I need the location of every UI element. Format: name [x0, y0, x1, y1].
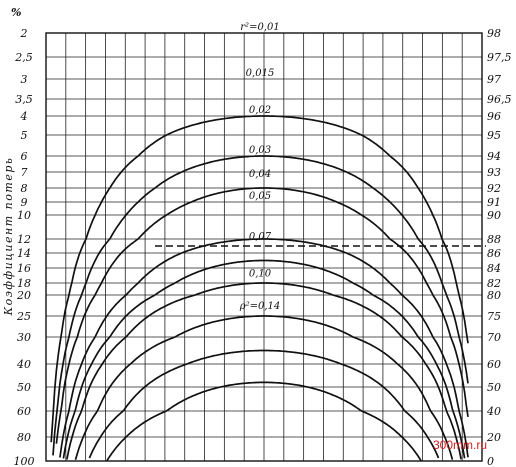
curve-label: 0,05: [249, 191, 271, 202]
right-tick-label: 90: [487, 209, 501, 222]
right-tick-label: 91: [487, 196, 501, 209]
left-tick-label: 16: [17, 262, 31, 275]
plot-frame: [45, 32, 483, 462]
right-tick-label: 97,5: [487, 51, 512, 64]
left-tick-label: 60: [17, 405, 31, 418]
right-tick-label: 82: [487, 277, 501, 290]
right-tick-label: 40: [486, 405, 501, 418]
curve-label: 0,07: [249, 232, 272, 243]
right-tick-label: 95: [487, 129, 501, 142]
left-tick-label: 30: [17, 331, 31, 344]
curve-4: [59, 238, 469, 458]
curve-labels: r²=0,01 0,015 0,02 0,03 0,04 0,05 0,07 0,10 ρ²=0…: [239, 22, 281, 312]
curve-label: 0,02: [249, 105, 271, 116]
grid: [45, 32, 483, 462]
left-tick-label: 2: [20, 27, 28, 40]
curve-label: 0,03: [249, 145, 271, 156]
plot-border: [45, 32, 483, 462]
curve-5: [62, 259, 466, 459]
curves: [50, 115, 469, 462]
left-tick-label: 9: [21, 196, 28, 209]
right-tick-label: 88: [487, 233, 501, 246]
right-tick-label: 98: [487, 27, 501, 40]
curve-3: [55, 187, 469, 444]
curve-label: r²=0,01: [240, 22, 279, 33]
left-tick-label: 4: [20, 110, 28, 123]
right-tick-label: 84: [487, 262, 501, 275]
curve-9: [106, 381, 422, 462]
right-tick-label: 75: [487, 310, 501, 323]
curve-label: 0,015: [246, 68, 275, 79]
watermark: 300mm.ru: [433, 438, 487, 452]
right-tick-label: 96,5: [487, 93, 512, 106]
right-tick-label: 70: [487, 331, 501, 344]
curve-2: [52, 155, 469, 456]
curve-1: [50, 115, 469, 443]
left-tick-label: 14: [17, 247, 31, 260]
left-tick-label: 6: [21, 150, 28, 163]
left-tick-label: 3: [21, 73, 28, 86]
right-tick-label: 0: [487, 455, 494, 467]
right-tick-label: 94: [487, 150, 501, 163]
left-tick-label: 10: [17, 209, 31, 222]
left-tick-label: 20: [16, 289, 31, 302]
unit-label: %: [11, 6, 21, 19]
left-tick-label: 25: [16, 310, 31, 323]
curve-label: 0,10: [249, 268, 272, 279]
right-tick-label: 50: [487, 381, 501, 394]
curve-label: ρ²=0,14: [239, 301, 281, 312]
left-tick-label: 100: [14, 455, 35, 467]
left-tick-label: 18: [17, 277, 31, 290]
right-tick-label: 80: [487, 289, 501, 302]
left-tick-label: 7: [21, 166, 28, 179]
right-tick-label: 20: [486, 431, 501, 444]
curve-8: [88, 349, 440, 459]
left-tick-label: 50: [17, 381, 31, 394]
curve-label: 0,04: [249, 169, 271, 180]
left-tick-label: 3,5: [15, 93, 33, 106]
right-tick-label: 86: [487, 247, 501, 260]
right-tick-label: 60: [487, 358, 501, 371]
left-tick-label: 5: [21, 129, 28, 142]
left-tick-label: 8: [21, 182, 28, 195]
right-tick-label: 97: [487, 73, 501, 86]
right-tick-label: 93: [487, 166, 501, 179]
right-tick-label: 96: [487, 110, 501, 123]
curve-6: [66, 282, 462, 460]
left-tick-label: 40: [16, 358, 31, 371]
left-tick-label: 80: [17, 431, 31, 444]
left-tick-label: 12: [17, 233, 31, 246]
right-tick-label: 92: [487, 182, 501, 195]
y-axis-label: Коэффициент потерь: [2, 157, 15, 317]
left-tick-label: 2,5: [14, 51, 33, 64]
curve-7: [74, 315, 454, 460]
